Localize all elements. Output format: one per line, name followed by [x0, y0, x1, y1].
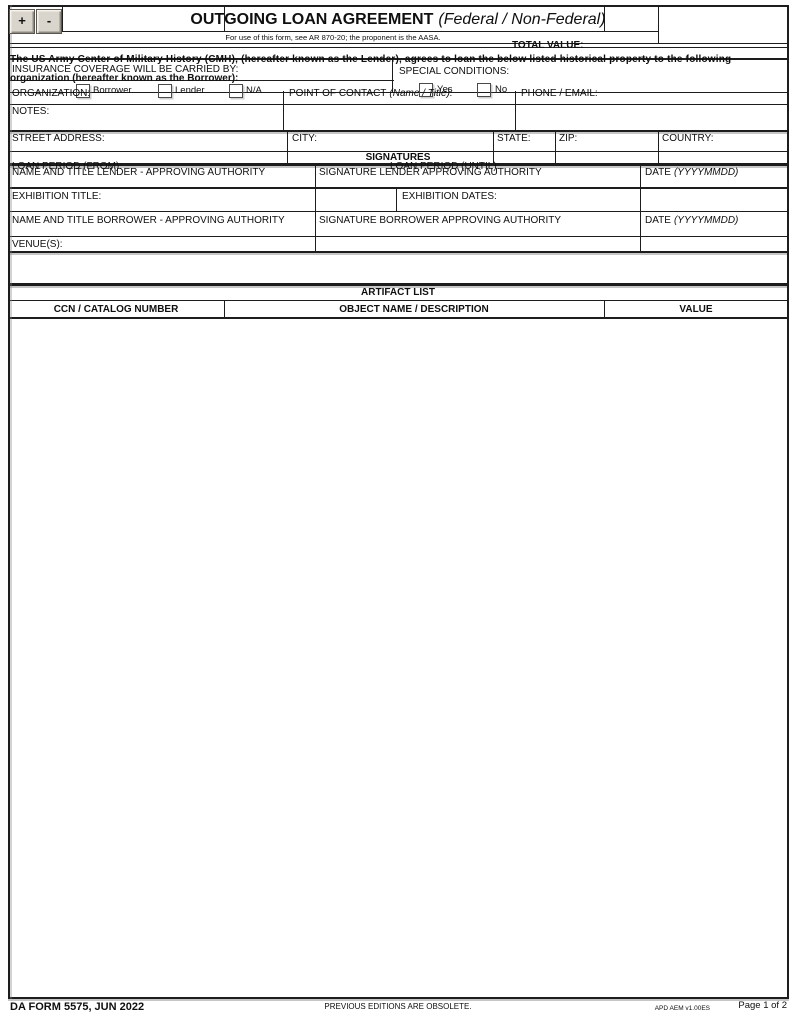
form-title-main: OUTGOING LOAN AGREEMENT	[190, 11, 434, 28]
lender-date-format: (YYYYMMDD)	[673, 167, 739, 178]
border-line	[224, 300, 226, 318]
special-conditions-yes-label: Yes	[437, 83, 453, 95]
exhibition-dates-label: EXHIBITION DATES:	[402, 191, 497, 202]
border-line	[515, 91, 517, 131]
notes-label: NOTES:	[12, 106, 50, 117]
borrower-signature-label: SIGNATURE BORROWER APPROVING AUTHORITY	[319, 215, 562, 226]
border-line	[8, 163, 789, 166]
special-conditions-no-label: No	[495, 83, 508, 95]
lender-date-label-text: DATE	[645, 167, 671, 178]
footer-form-number: DA FORM 5575, JUN 2022	[10, 1001, 145, 1013]
city-label: CITY:	[292, 133, 318, 144]
lender-name-title-label: NAME AND TITLE LENDER - APPROVING AUTHOR…	[12, 167, 266, 178]
special-conditions-yes-checkbox[interactable]	[419, 82, 433, 97]
border-line	[8, 236, 789, 238]
border-line	[8, 251, 789, 254]
border-line	[8, 130, 789, 133]
border-line	[287, 130, 289, 164]
point-of-contact-label: POINT OF CONTACT (Name / Title):	[289, 88, 453, 99]
border-line	[62, 31, 659, 33]
insurance-na-label: N/A	[246, 84, 262, 96]
border-line	[62, 7, 64, 32]
border-line	[224, 5, 226, 32]
signatures-section-header: SIGNATURES	[365, 152, 431, 163]
border-line	[604, 300, 606, 318]
venues-label: VENUE(S):	[12, 239, 63, 250]
border-line	[8, 317, 789, 320]
loan-period-from-label: LOAN PERIOD (FROM):	[12, 161, 123, 172]
footer-apd-version: APD AEM v1.00ES	[654, 1005, 710, 1012]
street-address-label: STREET ADDRESS:	[12, 133, 105, 144]
artifact-column-header-value: VALUE	[679, 304, 713, 315]
artifact-column-header-ccn: CCN / CATALOG NUMBER	[53, 304, 179, 315]
border-line	[787, 5, 790, 999]
border-line	[8, 283, 789, 286]
border-line	[604, 5, 606, 32]
border-line	[555, 130, 557, 164]
zip-label: ZIP:	[559, 133, 578, 144]
insurance-lender-label: Lender	[175, 84, 205, 96]
lender-date-label: DATE (YYYYMMDD)	[645, 167, 738, 178]
footer-obsolete-note: PREVIOUS EDITIONS ARE OBSOLETE.	[324, 1001, 472, 1011]
border-line	[8, 300, 789, 302]
border-line	[658, 5, 660, 44]
artifact-column-header-object: OBJECT NAME / DESCRIPTION	[339, 304, 489, 315]
border-line	[283, 91, 285, 131]
remove-row-button[interactable]: -	[36, 9, 62, 34]
special-conditions-no-checkbox[interactable]	[477, 82, 491, 97]
border-line	[392, 57, 394, 92]
organization-label: ORGANIZATION:	[12, 88, 91, 99]
border-line	[8, 79, 394, 81]
insurance-borrower-label: Borrower	[93, 84, 132, 96]
insurance-na-checkbox[interactable]	[229, 84, 243, 98]
borrower-date-format: (YYYYMMDD)	[673, 215, 739, 226]
form-title: OUTGOING LOAN AGREEMENT (Federal / Non-Fe…	[8, 11, 788, 29]
lender-signature-label: SIGNATURE LENDER APPROVING AUTHORITY	[319, 167, 542, 178]
agreement-text-line1: The US Army Center of Military History (…	[10, 54, 732, 65]
borrower-date-label-text: DATE	[645, 215, 671, 226]
border-line	[8, 5, 11, 999]
loan-period-until-label: LOAN PERIOD (UNTIL):	[390, 161, 500, 172]
border-line	[8, 43, 789, 45]
borrower-name-title-label: NAME AND TITLE BORROWER - APPROVING AUTH…	[12, 215, 285, 226]
form-title-qualifier: (Federal / Non-Federal)	[438, 11, 606, 28]
border-line	[8, 91, 789, 93]
agreement-text-line2: organization (hereafter known as the Bor…	[10, 72, 239, 84]
border-line	[315, 163, 317, 252]
border-line	[8, 104, 789, 106]
border-line	[658, 130, 660, 164]
insurance-borrower-checkbox[interactable]	[76, 84, 90, 98]
exhibition-title-label: EXHIBITION TITLE:	[12, 191, 102, 202]
insurance-coverage-label: INSURANCE COVERAGE WILL BE CARRIED BY:	[12, 64, 239, 75]
border-line	[8, 211, 789, 213]
border-line	[8, 5, 789, 8]
footer-page-indicator: Page 1 of 2	[738, 1000, 787, 1011]
border-line	[8, 57, 789, 60]
add-row-button[interactable]: +	[9, 9, 35, 34]
border-line	[8, 187, 789, 190]
border-line	[493, 130, 495, 164]
point-of-contact-hint: (Name / Title):	[389, 88, 453, 99]
form-purpose-note: For use of this form, see AR 870-20; the…	[225, 32, 441, 42]
phone-email-label: PHONE / EMAIL:	[521, 88, 598, 99]
border-line	[8, 46, 789, 48]
country-label: COUNTRY:	[662, 133, 714, 144]
border-line	[8, 997, 789, 1000]
borrower-date-label: DATE (YYYYMMDD)	[645, 215, 738, 226]
artifact-list-section-header: ARTIFACT LIST	[361, 287, 435, 298]
total-value-label: TOTAL VALUE:	[512, 40, 584, 51]
border-line	[8, 151, 789, 153]
border-line	[640, 163, 642, 252]
special-conditions-label: SPECIAL CONDITIONS:	[399, 66, 510, 77]
insurance-lender-checkbox[interactable]	[158, 84, 172, 98]
border-line	[396, 187, 398, 212]
point-of-contact-label-text: POINT OF CONTACT	[289, 88, 387, 99]
state-label: STATE:	[497, 133, 531, 144]
